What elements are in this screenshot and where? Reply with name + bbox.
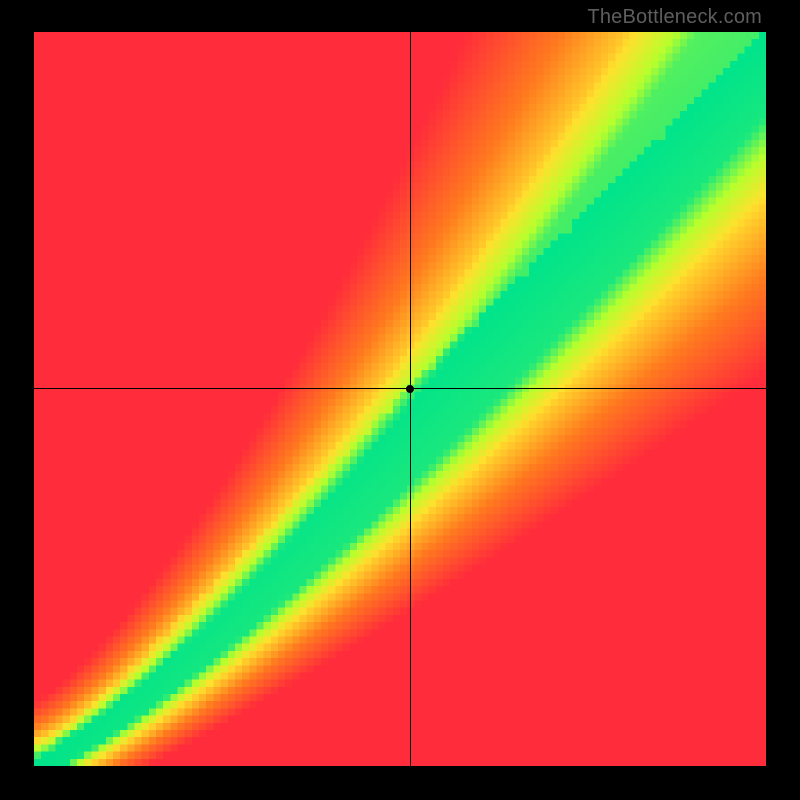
crosshair-vertical [410,32,411,766]
bottleneck-heatmap [34,32,766,766]
crosshair-horizontal [34,388,766,389]
watermark-text: TheBottleneck.com [587,6,762,29]
crosshair-dot [406,385,414,393]
